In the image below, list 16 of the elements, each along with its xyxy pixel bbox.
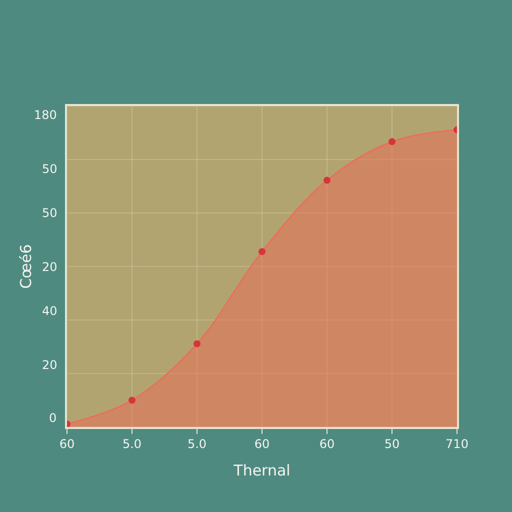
text: 50 — [42, 162, 58, 176]
text: 180 — [34, 108, 57, 122]
x-tick-label: 60 — [319, 437, 335, 452]
text: 20 — [42, 260, 58, 274]
text: 50 — [42, 206, 58, 220]
text: 20 — [42, 358, 58, 372]
x-tick-label: 60 — [59, 437, 75, 452]
y-axis-title: Cœé6 — [17, 244, 35, 289]
x-tick-label: 710 — [446, 437, 468, 452]
x-tick-label: 5.0 — [187, 437, 207, 452]
text: 40 — [42, 304, 58, 318]
x-tick-label: 50 — [384, 437, 400, 452]
x-tick-label: 60 — [254, 437, 270, 452]
x-tick-label: 5.0 — [122, 437, 142, 452]
text: 0 — [49, 411, 57, 425]
x-axis-title: Thernal — [232, 462, 290, 480]
